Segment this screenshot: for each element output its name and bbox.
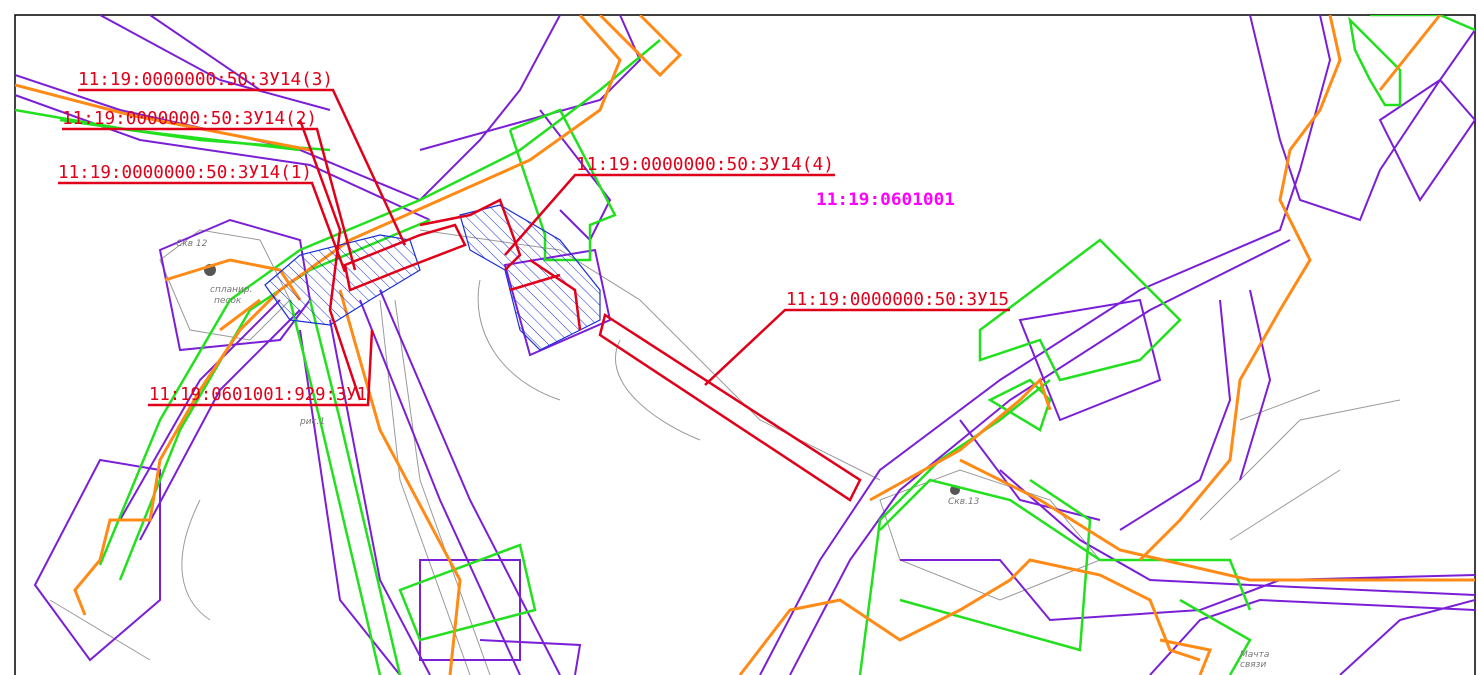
parcel-label: 11:19:0000000:50:ЗУ14(1) [58, 162, 312, 183]
parcel-label: 11:19:0000000:50:ЗУ14(2) [62, 108, 317, 129]
note: связи [1240, 660, 1266, 670]
note: спланир. [210, 285, 252, 295]
orange-lines [15, 15, 1475, 675]
parcel-label: 11:19:0601001:929:ЗУ1 [149, 384, 367, 405]
note: Скв 12 [176, 239, 208, 249]
hatched-parcels [264, 204, 601, 351]
note: Скв.13 [948, 497, 980, 507]
note: рис.1 [299, 417, 325, 427]
leader-lines [58, 88, 1010, 407]
quarter-label: 11:19:0601001 [816, 190, 955, 210]
parcel-label: 11:19:0000000:50:ЗУ15 [786, 289, 1009, 310]
parcel-label: 11:19:0000000:50:ЗУ14(3) [78, 69, 333, 90]
note: песок [214, 296, 242, 306]
parcel-label: 11:19:0000000:50:ЗУ14(4) [576, 154, 834, 175]
note: Мачта [1240, 650, 1269, 660]
purple-contours [15, 15, 1475, 675]
drawing: Скв 12 спланир. песок рис.1 Скв.13 Мачта… [15, 15, 1475, 675]
red-contours [298, 119, 862, 502]
topography [49, 229, 1401, 675]
